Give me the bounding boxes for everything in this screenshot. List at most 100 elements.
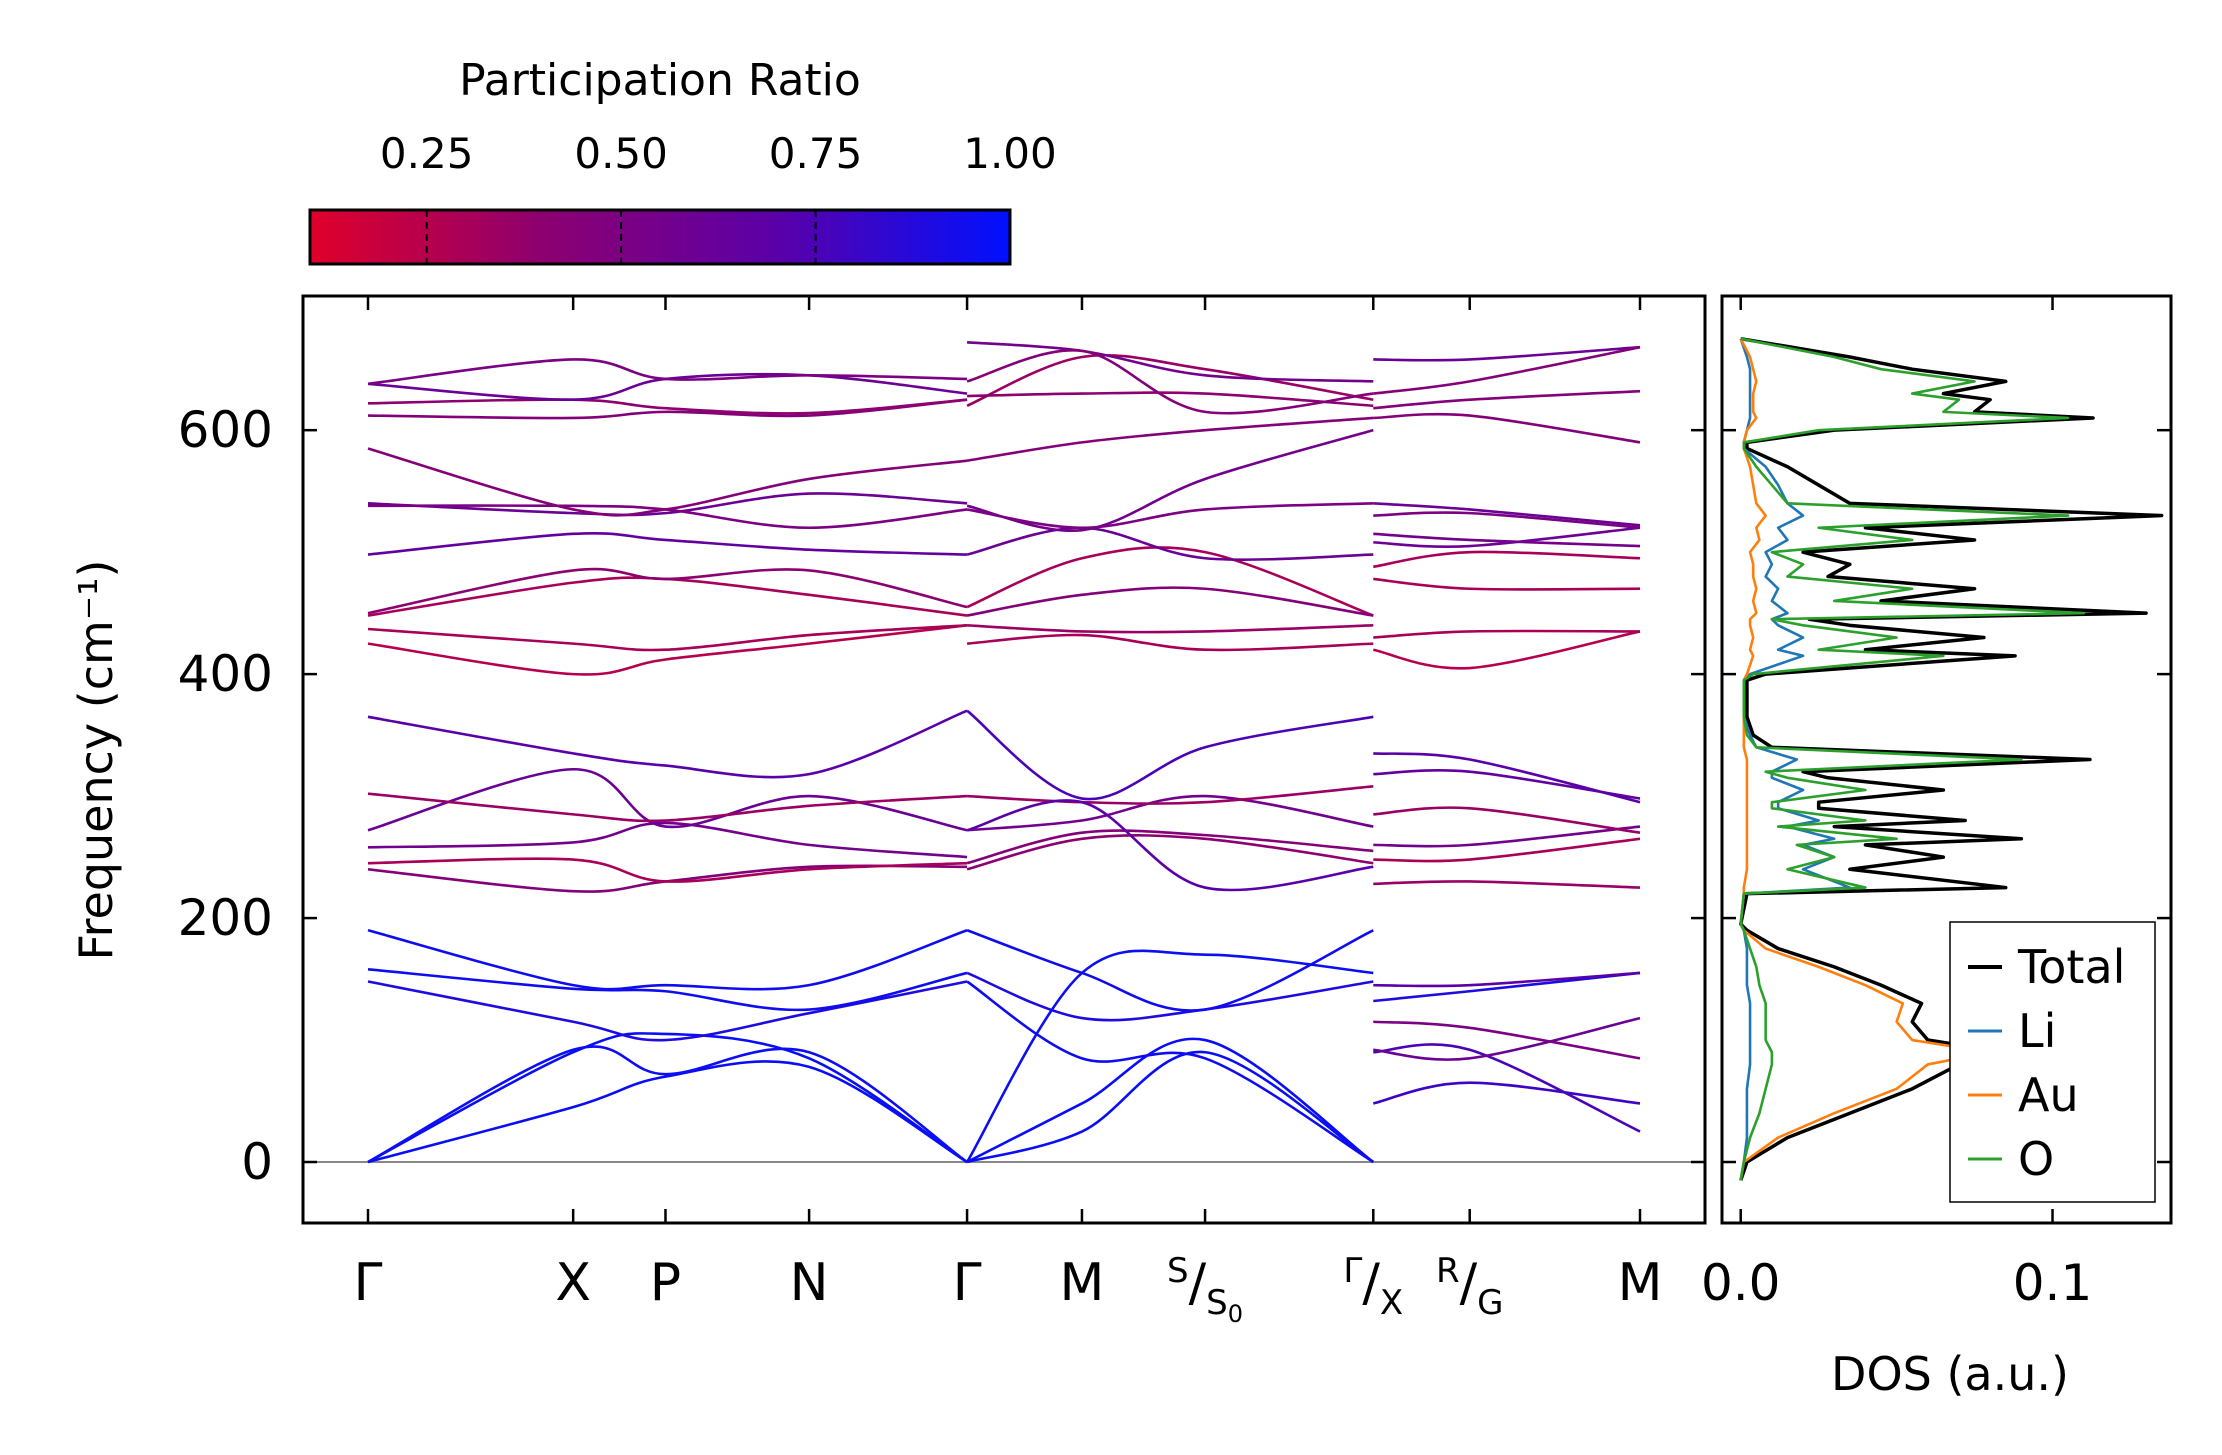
band-line	[1373, 1016, 1641, 1061]
dos-lines	[1738, 336, 2164, 1181]
dos-x-ticks: 0.0 0.1	[1701, 296, 2092, 1312]
band-line	[1373, 630, 1641, 670]
dos-axes-frame	[1720, 294, 2173, 1225]
band-line	[966, 349, 1374, 415]
band-line	[367, 398, 968, 415]
band-line	[1373, 769, 1641, 800]
band-line	[367, 531, 968, 556]
band-line	[1373, 806, 1641, 834]
band-line	[367, 1060, 968, 1164]
legend-label: Total	[2017, 940, 2125, 994]
band-k-ticks: Γ X P N Γ M S/S0Γ/XR/G M	[354, 296, 1663, 1328]
band-line	[367, 624, 968, 652]
colorbar-tick-labels: 0.25 0.50 0.75 1.00	[380, 129, 1057, 178]
band-line	[966, 709, 1374, 801]
band-line	[367, 567, 968, 615]
band-line	[1373, 971, 1641, 988]
band-line	[1373, 532, 1641, 548]
dos-line-o	[1739, 337, 2085, 1181]
k-label-sub: X	[1380, 1283, 1403, 1323]
band-y-ticks: 0 200 400 600	[178, 401, 1705, 1191]
band-line	[966, 971, 1374, 1022]
band-line	[367, 358, 968, 386]
dos-x-tick-label: 0.0	[1701, 1254, 1781, 1312]
band-line	[1373, 1020, 1641, 1060]
k-label-slash: /	[1460, 1253, 1478, 1313]
band-line	[1373, 345, 1641, 362]
k-label-subsub: 0	[1228, 1300, 1243, 1328]
dos-line-li	[1739, 338, 1852, 1181]
k-label: Γ/X	[1343, 1251, 1403, 1323]
band-line	[966, 428, 1374, 533]
legend-label: O	[2018, 1132, 2054, 1186]
band-line	[966, 341, 1374, 383]
band-line	[966, 502, 1374, 530]
band-line	[1373, 1043, 1641, 1133]
band-line	[367, 968, 968, 1012]
band-line	[966, 799, 1374, 892]
y-tick-label: 0	[241, 1133, 273, 1191]
band-line	[967, 785, 1374, 805]
y-tick-label: 200	[178, 889, 273, 947]
colorbar-gradient	[308, 208, 1012, 266]
band-axes-frame	[301, 294, 1707, 1225]
band-line	[966, 834, 1374, 871]
band-line	[1373, 752, 1641, 804]
y-tick-label: 600	[178, 401, 273, 459]
k-label: Γ	[953, 1253, 982, 1313]
band-line	[966, 546, 1374, 617]
band-line	[1373, 389, 1641, 410]
colorbar-tick-label: 0.50	[574, 129, 668, 178]
band-line	[965, 949, 1374, 1163]
k-label: M	[1060, 1253, 1105, 1313]
band-y-axis-label: Frequency (cm⁻¹)	[69, 560, 123, 961]
k-label-sub: G	[1477, 1283, 1503, 1323]
k-label: S/S0	[1167, 1251, 1243, 1328]
band-line	[367, 821, 968, 859]
k-label: M	[1618, 1253, 1663, 1313]
dos-y-ticks	[1722, 428, 2171, 1164]
band-line	[367, 792, 968, 823]
band-line	[966, 829, 1374, 865]
band-line	[367, 447, 968, 517]
band-line	[967, 624, 1374, 634]
legend-label: Au	[2018, 1068, 2079, 1122]
band-line	[367, 929, 968, 991]
band-line	[1373, 577, 1641, 591]
band-line	[966, 353, 1374, 407]
band-line	[1373, 526, 1641, 548]
band-line	[367, 1045, 968, 1164]
dos-line-total	[1738, 336, 2164, 1181]
band-line	[367, 980, 968, 1042]
k-label-sup: Γ	[1343, 1251, 1362, 1291]
band-line	[367, 1032, 968, 1164]
band-line	[367, 709, 968, 779]
band-line	[966, 794, 1374, 832]
band-line	[1373, 880, 1641, 889]
band-line	[1373, 1081, 1641, 1105]
colorbar-tick-label: 0.25	[380, 129, 474, 178]
band-line	[966, 980, 1374, 1164]
colorbar-label: Participation Ratio	[459, 55, 861, 106]
band-line	[367, 624, 968, 676]
dos-panel: 0.0 0.1 DOS (a.u.) Total Li Au O	[1701, 294, 2173, 1401]
band-line	[1373, 502, 1641, 527]
dos-x-tick-label: 0.1	[2013, 1254, 2093, 1312]
dos-x-axis-label: DOS (a.u.)	[1831, 1347, 2069, 1401]
k-label-sup: S	[1167, 1251, 1189, 1291]
band-line	[1373, 629, 1641, 639]
colorbar-tick-label: 1.00	[963, 129, 1057, 178]
y-tick-label: 400	[178, 645, 273, 703]
k-label-sub: S	[1206, 1283, 1228, 1323]
band-line	[966, 526, 1374, 561]
band-line	[966, 586, 1374, 617]
k-label: N	[790, 1253, 829, 1313]
band-line	[1373, 837, 1641, 863]
k-label: R/G	[1436, 1251, 1504, 1323]
k-label-sup: R	[1436, 1251, 1460, 1291]
band-line	[966, 1037, 1375, 1164]
band-line	[966, 416, 1374, 462]
colorbar-ticks	[425, 210, 817, 264]
band-line	[1373, 412, 1641, 444]
